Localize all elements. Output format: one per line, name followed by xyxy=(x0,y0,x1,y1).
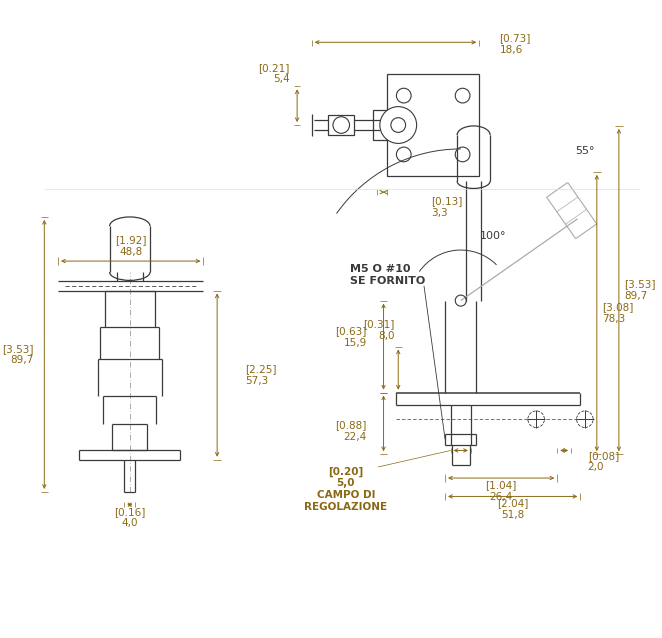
Text: 100°: 100° xyxy=(480,231,506,241)
Text: [0.16]
4,0: [0.16] 4,0 xyxy=(114,507,146,528)
Text: [0.20]
5,0
CAMPO DI
REGOLAZIONE: [0.20] 5,0 CAMPO DI REGOLAZIONE xyxy=(305,466,387,512)
Text: [0.08]
2,0: [0.08] 2,0 xyxy=(588,450,619,472)
Text: 55°: 55° xyxy=(575,146,594,156)
Bar xyxy=(387,75,479,175)
Text: [1.04]
26,4: [1.04] 26,4 xyxy=(485,480,517,501)
Text: M5 O #10
SE FORNITO: M5 O #10 SE FORNITO xyxy=(350,264,426,286)
Text: [0.88]
22,4: [0.88] 22,4 xyxy=(336,420,367,441)
Text: [0.31]
8,0: [0.31] 8,0 xyxy=(363,319,395,341)
Bar xyxy=(328,115,354,135)
Text: [3.53]
89,7: [3.53] 89,7 xyxy=(624,279,656,301)
Text: [2.04]
51,8: [2.04] 51,8 xyxy=(497,498,528,520)
Bar xyxy=(373,110,387,140)
Text: [2.25]
57,3: [2.25] 57,3 xyxy=(245,364,276,386)
Text: [3.08]
78,3: [3.08] 78,3 xyxy=(602,302,634,324)
Text: [0.73]
18,6: [0.73] 18,6 xyxy=(499,33,531,55)
Text: [1.92]
48,8: [1.92] 48,8 xyxy=(115,235,146,257)
Circle shape xyxy=(380,107,416,144)
Text: [3.53]
89,7: [3.53] 89,7 xyxy=(2,344,33,365)
Text: [0.13]
3,3: [0.13] 3,3 xyxy=(432,196,463,218)
Text: [0.21]
5,4: [0.21] 5,4 xyxy=(258,63,290,84)
Text: [0.63]
15,9: [0.63] 15,9 xyxy=(336,327,367,348)
